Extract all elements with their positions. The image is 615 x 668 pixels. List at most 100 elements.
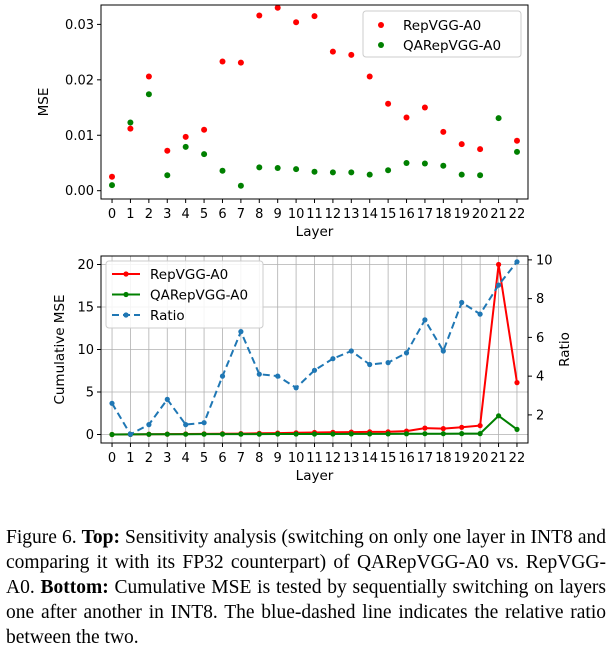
scatter-point-qarepvgg [403, 160, 410, 166]
series-point-repvgg-a0 [422, 425, 428, 431]
series-point-ratio [293, 385, 299, 391]
scatter-point-repvgg [145, 73, 152, 80]
x-tick-label: 11 [306, 207, 323, 222]
x-tick-label: 19 [453, 207, 470, 222]
series-point-ratio [109, 400, 115, 406]
scatter-point-qarepvgg [219, 167, 226, 174]
series-point-repvgg-a0 [477, 423, 483, 429]
x-tick-label: 15 [380, 451, 397, 466]
series-point-qarepvgg-a0 [164, 431, 170, 437]
scatter-point-qarepvgg [274, 165, 281, 171]
x-tick-label: 1 [126, 207, 134, 222]
series-point-ratio [146, 422, 152, 428]
legend-marker [378, 42, 384, 48]
scatter-point-qarepvgg [237, 182, 244, 189]
series-point-qarepvgg-a0 [477, 431, 483, 437]
series-point-ratio [164, 396, 170, 402]
x-tick-label: 20 [472, 451, 489, 466]
scatter-point-repvgg [514, 137, 520, 144]
x-tick-label: 4 [182, 451, 190, 466]
x-tick-label: 12 [325, 451, 342, 466]
scatter-point-qarepvgg [514, 148, 520, 155]
y-tick-label: 5 [86, 386, 94, 401]
scatter-point-qarepvgg [293, 166, 300, 173]
x-tick-label: 21 [490, 207, 507, 222]
series-point-qarepvgg-a0 [293, 431, 299, 437]
scatter-point-repvgg [201, 126, 208, 133]
caption-bottom-text: Cumulative MSE is tested by sequentially… [6, 577, 606, 648]
scatter-point-repvgg [477, 146, 484, 153]
series-point-qarepvgg-a0 [367, 431, 373, 437]
legend-label: Ratio [150, 308, 185, 324]
x-axis-label: Layer [296, 468, 334, 484]
scatter-point-repvgg [311, 13, 318, 20]
x-tick-label: 1 [126, 451, 134, 466]
series-point-qarepvgg-a0 [201, 431, 207, 437]
scatter-point-repvgg [237, 59, 244, 66]
legend-marker [123, 291, 129, 298]
x-tick-label: 2 [145, 451, 153, 466]
caption-bottom-label: Bottom: [40, 577, 109, 598]
legend-label: QARepVGG-A0 [403, 38, 501, 54]
series-point-qarepvgg-a0 [238, 431, 244, 437]
x-tick-label: 6 [218, 451, 226, 466]
y-tick-label: 0.02 [65, 73, 94, 88]
x-tick-label: 17 [417, 207, 434, 222]
x-tick-label: 2 [145, 207, 153, 222]
scatter-point-repvgg [366, 73, 373, 80]
caption-prefix: Figure 6. [6, 527, 82, 548]
series-point-ratio [403, 350, 410, 356]
series-point-ratio [330, 356, 336, 362]
series-point-repvgg-a0 [440, 426, 446, 432]
series-point-qarepvgg-a0 [440, 431, 446, 437]
x-tick-label: 14 [361, 207, 378, 222]
scatter-point-qarepvgg [311, 168, 318, 175]
series-point-qarepvgg-a0 [348, 431, 354, 437]
scatter-point-qarepvgg [385, 167, 392, 174]
y-tick-label: 20 [77, 258, 94, 273]
series-point-ratio [459, 299, 465, 306]
legend-box [105, 260, 264, 329]
x-tick-label: 3 [163, 451, 171, 466]
scatter-point-repvgg [329, 48, 336, 55]
x-tick-label: 13 [343, 451, 360, 466]
legend-box [362, 10, 522, 58]
series-point-qarepvgg-a0 [256, 431, 262, 437]
series-point-ratio [348, 348, 354, 354]
x-tick-label: 5 [200, 451, 208, 466]
scatter-point-repvgg [348, 51, 355, 58]
x-tick-label: 13 [343, 207, 360, 222]
y2-tick-label: 8 [536, 292, 544, 307]
x-tick-label: 10 [288, 451, 305, 466]
scatter-point-repvgg [109, 173, 115, 180]
figure-charts: 0 1 2 3 4 5 6 7 8 9 10 11 12 13 14 15 16 17 18 19 20 21 220.00… [36, 4, 573, 484]
series-point-qarepvgg-a0 [422, 431, 428, 437]
scatter-point-qarepvgg [182, 143, 189, 150]
legend-marker [378, 22, 384, 28]
series-point-qarepvgg-a0 [496, 413, 502, 419]
series-point-ratio [477, 311, 483, 317]
scatter-point-qarepvgg [477, 172, 484, 179]
scatter-point-repvgg [182, 133, 189, 140]
x-tick-label: 16 [398, 451, 415, 466]
x-tick-label: 11 [306, 451, 323, 466]
series-point-qarepvgg-a0 [385, 431, 391, 437]
series-point-ratio [385, 360, 391, 366]
y2-tick-label: 4 [536, 370, 544, 385]
y-tick-label: 0.00 [65, 184, 94, 199]
x-tick-label: 18 [435, 451, 452, 466]
scatter-point-repvgg [440, 128, 447, 135]
series-point-ratio [127, 431, 133, 437]
y2-axis-label: Ratio [557, 332, 573, 367]
x-tick-label: 18 [435, 207, 452, 222]
x-tick-label: 15 [380, 207, 397, 222]
series-point-qarepvgg-a0 [219, 431, 226, 437]
x-tick-label: 9 [274, 207, 282, 222]
series-point-ratio [311, 367, 318, 373]
series-point-qarepvgg-a0 [330, 431, 336, 437]
x-tick-label: 14 [361, 451, 378, 466]
scatter-point-qarepvgg [366, 171, 373, 178]
series-point-ratio [275, 373, 281, 379]
series-point-qarepvgg-a0 [311, 431, 318, 437]
x-tick-label: 17 [417, 451, 434, 466]
